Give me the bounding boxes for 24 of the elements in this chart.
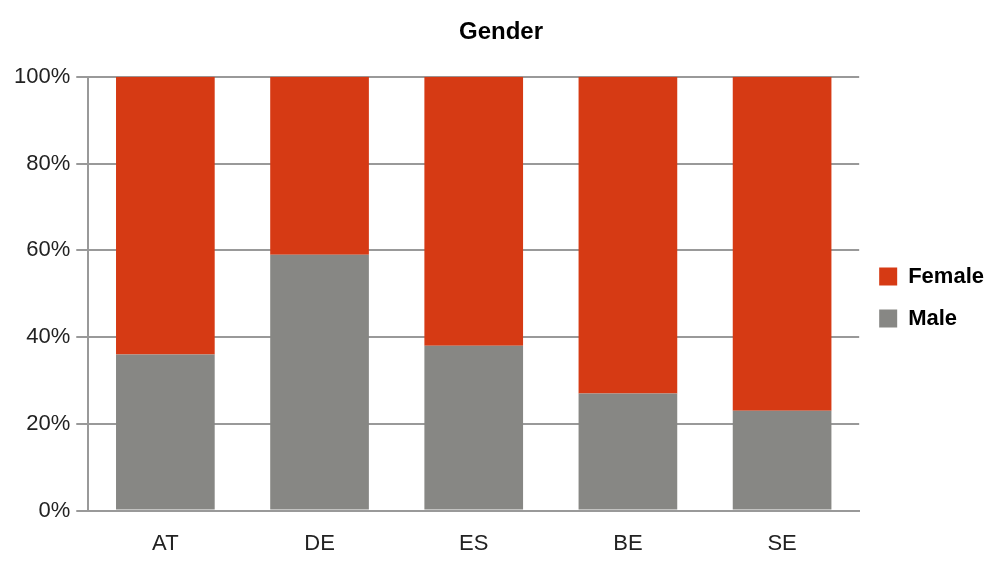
y-tick-label: 20% — [26, 409, 71, 435]
bar — [116, 76, 215, 355]
bar — [424, 76, 524, 346]
bar — [270, 254, 369, 510]
x-tick-label: BE — [613, 529, 643, 555]
bar — [732, 76, 832, 411]
y-tick-label: 100% — [13, 62, 71, 88]
bar — [424, 345, 524, 510]
bar — [116, 354, 215, 510]
chart-title: Gender — [458, 17, 544, 45]
y-tick-label: 60% — [26, 236, 71, 262]
bar — [732, 410, 832, 510]
x-tick-label: AT — [152, 529, 179, 555]
x-tick-label: SE — [767, 529, 797, 555]
y-tick-label: 40% — [26, 323, 71, 349]
y-tick-label: 0% — [38, 496, 71, 522]
y-tick-label: 80% — [26, 149, 71, 175]
legend-label: Female — [908, 262, 985, 288]
bar — [578, 393, 678, 510]
bar — [578, 76, 678, 394]
x-tick-label: ES — [459, 529, 489, 555]
bar — [270, 76, 369, 255]
legend-label: Male — [908, 304, 958, 330]
x-tick-label: DE — [304, 529, 335, 555]
